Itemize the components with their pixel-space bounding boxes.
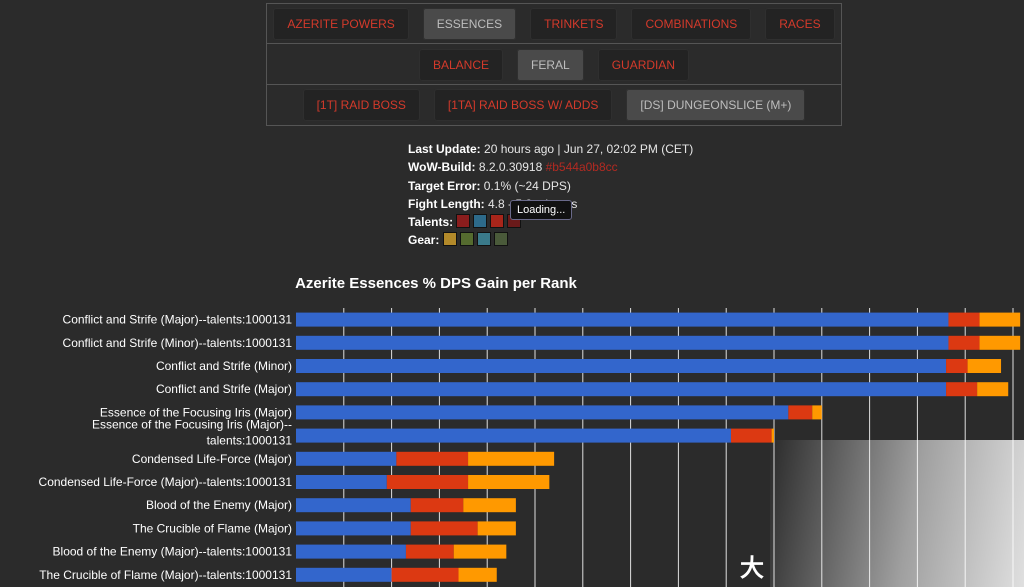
talents-line: Talents: [408, 213, 693, 231]
bar-segment[interactable] [463, 498, 516, 513]
bar-segment[interactable] [979, 312, 1021, 327]
nav-raid-boss[interactable]: [1T] RAID BOSS [302, 89, 420, 121]
nav-row-category: AZERITE POWERS ESSENCES TRINKETS COMBINA… [267, 8, 841, 44]
bar-segment[interactable] [788, 405, 813, 420]
bar-segment[interactable] [296, 382, 947, 397]
bar-segment[interactable] [948, 312, 980, 327]
bar-segment[interactable] [410, 498, 464, 513]
bar-segment[interactable] [977, 382, 1009, 397]
talents-label: Talents: [408, 215, 454, 230]
watermark-logo: 大 [740, 555, 764, 582]
nav-balance[interactable]: BALANCE [418, 49, 503, 81]
gear-icon-3[interactable] [476, 232, 491, 247]
nav-raid-boss-adds[interactable]: [1TA] RAID BOSS W/ ADDS [433, 89, 613, 121]
nav-row-fight: [1T] RAID BOSS [1TA] RAID BOSS W/ ADDS [… [267, 89, 841, 121]
gear-label: Gear: [408, 233, 440, 248]
bar-segment[interactable] [979, 335, 1021, 350]
bar-segment[interactable] [946, 382, 978, 397]
nav-dungeonslice[interactable]: [DS] DUNGEONSLICE (M+) [626, 89, 806, 121]
category-label: Condensed Life-Force (Major)--talents:10… [39, 475, 293, 489]
bar-segment[interactable] [296, 335, 949, 350]
bar-segment[interactable] [453, 544, 507, 559]
nav-feral[interactable]: FERAL [517, 49, 584, 81]
nav-trinkets[interactable]: TRINKETS [530, 8, 618, 40]
bar-segment[interactable] [468, 451, 555, 466]
bar-segment[interactable] [296, 428, 731, 443]
category-label: talents:1000131 [207, 434, 293, 448]
bar-segment[interactable] [458, 567, 497, 582]
nav-row-spec: BALANCE FERAL GUARDIAN [267, 49, 841, 85]
bar-segment[interactable] [812, 405, 822, 420]
bar-segment[interactable] [296, 567, 392, 582]
bar-segment[interactable] [296, 359, 947, 373]
nav-essences[interactable]: ESSENCES [422, 8, 517, 40]
category-label: Blood of the Enemy (Major) [146, 498, 292, 512]
category-label: The Crucible of Flame (Major)--talents:1… [39, 568, 292, 582]
nav-races[interactable]: RACES [765, 8, 835, 40]
gear-icon-4[interactable] [493, 232, 508, 247]
loading-tooltip: Loading... [510, 200, 573, 220]
bar-segment[interactable] [296, 544, 406, 559]
category-label: Condensed Life-Force (Major) [132, 452, 292, 466]
bar-segment[interactable] [405, 544, 454, 559]
fight-length-label: Fight Length: [408, 196, 485, 211]
bar-segment[interactable] [771, 428, 774, 443]
target-error-value: 0.1% (~24 DPS) [480, 178, 571, 193]
category-label: Conflict and Strife (Major)--talents:100… [63, 313, 293, 327]
nav-panel: AZERITE POWERS ESSENCES TRINKETS COMBINA… [266, 3, 842, 126]
build-label: WoW-Build: [408, 160, 476, 175]
feral-talent-icon-3[interactable] [490, 214, 505, 229]
chart-title: Azerite Essences % DPS Gain per Rank [295, 275, 577, 292]
build-value: 8.2.0.30918 [475, 160, 546, 175]
bar-segment[interactable] [410, 521, 478, 536]
nav-azerite-powers[interactable]: AZERITE POWERS [273, 8, 409, 40]
category-label: Conflict and Strife (Minor)--talents:100… [63, 336, 293, 350]
feral-talent-icon-1[interactable] [456, 214, 471, 229]
last-update-value: 20 hours ago | Jun 27, 02:02 PM (CET) [480, 142, 694, 156]
nav-guardian[interactable]: GUARDIAN [597, 49, 690, 81]
feral-talent-icon-2[interactable] [473, 214, 488, 229]
bar-segment[interactable] [946, 359, 968, 373]
target-error-label: Target Error: [408, 178, 481, 193]
bar-segment[interactable] [296, 451, 397, 466]
bar-segment[interactable] [391, 567, 459, 582]
bar-segment[interactable] [967, 359, 1002, 373]
category-label: The Crucible of Flame (Major) [133, 521, 292, 535]
category-label: Blood of the Enemy (Major)--talents:1000… [53, 545, 293, 559]
gear-icon-1[interactable] [442, 232, 457, 247]
bar-segment[interactable] [730, 428, 772, 443]
gear-line: Gear: [408, 231, 693, 249]
bar-segment[interactable] [477, 521, 516, 536]
target-error-line: Target Error: 0.1% (~24 DPS) [408, 177, 693, 195]
nav-combinations[interactable]: COMBINATIONS [631, 8, 752, 40]
build-line: WoW-Build: 8.2.0.30918 #b544a0b8cc [408, 158, 693, 176]
category-label: Essence of the Focusing Iris (Major) [100, 405, 292, 419]
bar-segment[interactable] [948, 335, 980, 350]
bar-segment[interactable] [396, 451, 469, 466]
bar-segment[interactable] [296, 312, 949, 327]
gear-icon-2[interactable] [459, 232, 474, 247]
last-update-label: Last Update: [408, 142, 481, 156]
category-label: Conflict and Strife (Major) [156, 382, 292, 396]
last-update-line: Last Update: 20 hours ago | Jun 27, 02:0… [408, 140, 693, 158]
bar-segment[interactable] [468, 475, 550, 489]
category-label: Conflict and Strife (Minor) [156, 359, 292, 373]
bar-segment[interactable] [296, 521, 411, 536]
bar-segment[interactable] [386, 475, 469, 489]
build-hash-link[interactable]: #b544a0b8cc [545, 160, 618, 175]
bar-segment[interactable] [296, 498, 411, 513]
category-label: Essence of the Focusing Iris (Major)-- [92, 418, 292, 432]
bar-segment[interactable] [296, 405, 789, 420]
bar-segment[interactable] [296, 475, 387, 489]
